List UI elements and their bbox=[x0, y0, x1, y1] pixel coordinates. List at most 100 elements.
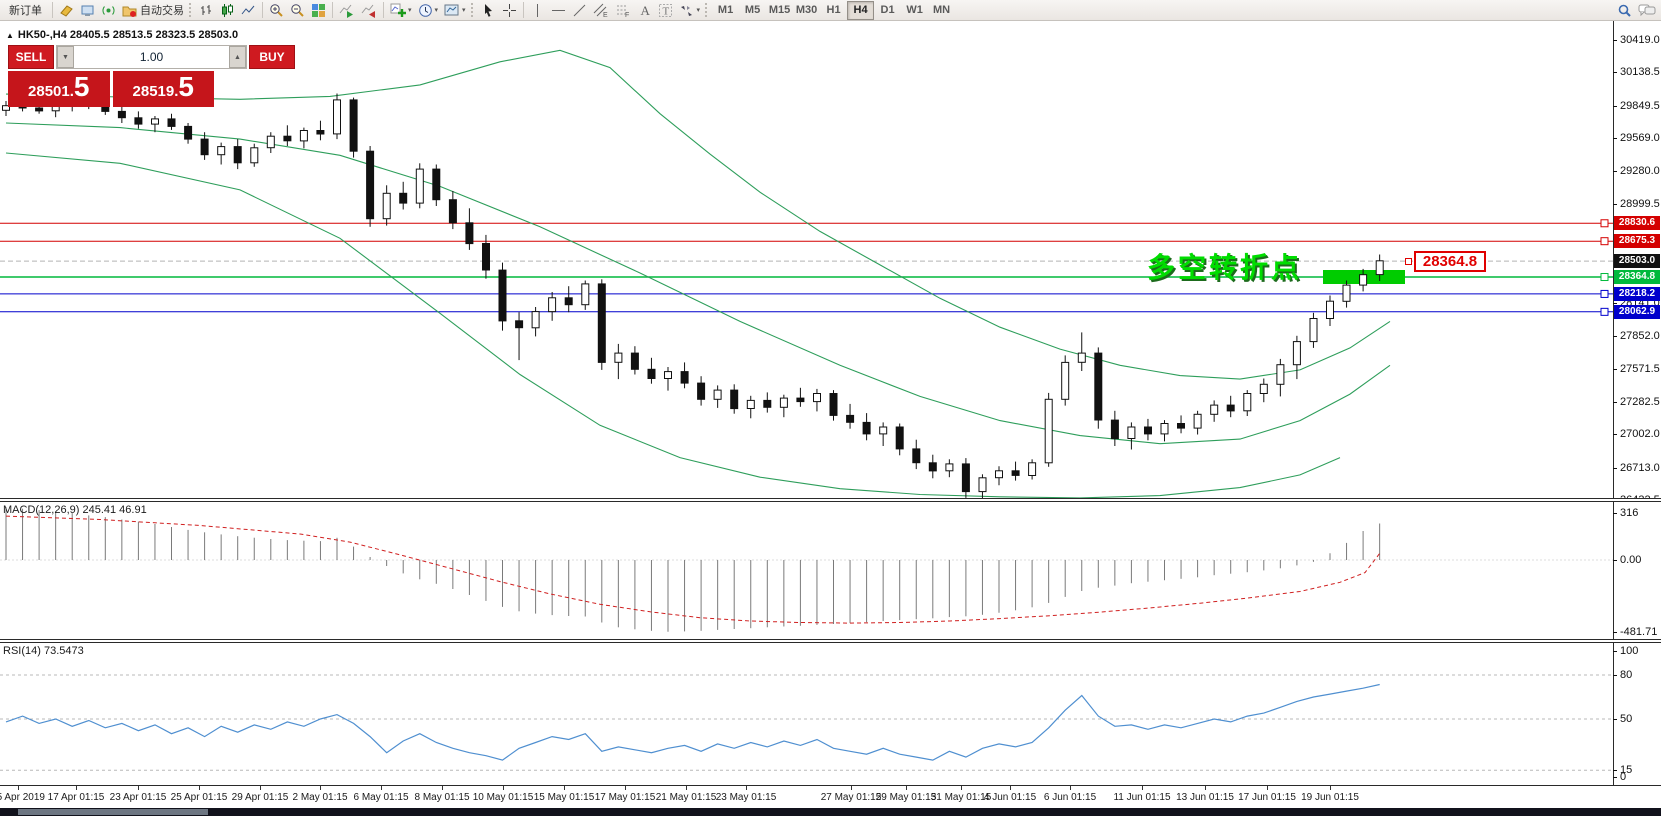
axis-tick bbox=[1613, 138, 1617, 139]
time-tick bbox=[851, 786, 852, 790]
time-tick bbox=[18, 786, 19, 790]
svg-text:E: E bbox=[603, 12, 608, 18]
pane-divider[interactable] bbox=[0, 498, 1661, 502]
sell-button[interactable]: SELL bbox=[8, 45, 54, 69]
indicators-button[interactable]: ▾ bbox=[387, 1, 415, 20]
macd-pane[interactable]: MACD(12,26,9) 245.41 46.91 316 0.00 -481.7… bbox=[0, 502, 1661, 639]
volume-increase-button[interactable]: ▲ bbox=[229, 46, 246, 68]
time-tick bbox=[1010, 786, 1011, 790]
sell-price-button[interactable]: 28501. 5 bbox=[8, 71, 110, 107]
cursor-button[interactable] bbox=[478, 1, 499, 20]
autotrading-button[interactable]: 自动交易 bbox=[119, 1, 187, 20]
timeframe-m15-button[interactable]: M15 bbox=[766, 1, 793, 20]
time-tick-label: 10 May 01:15 bbox=[472, 792, 534, 803]
axis-tick bbox=[1613, 40, 1617, 41]
toolbar: 新订单 自动交易 ▾ ▾ ▾ E F A T ▾ M1 M5 M15 M30 H… bbox=[0, 0, 1661, 21]
line-chart-button[interactable] bbox=[238, 1, 259, 20]
equidistant-channel-button[interactable]: E bbox=[590, 1, 612, 20]
axis-tick bbox=[1613, 513, 1617, 514]
buy-price-button[interactable]: 28519. 5 bbox=[112, 71, 214, 107]
axis-tick bbox=[1613, 106, 1617, 107]
horizontal-line-button[interactable] bbox=[548, 1, 569, 20]
price-tick-label: 28999.5 bbox=[1620, 198, 1660, 210]
timeframe-m30-button[interactable]: M30 bbox=[793, 1, 820, 20]
buy-price-big-digit: 5 bbox=[178, 71, 194, 102]
main-chart-pane[interactable]: 多空转折点 多空转折点 30419.0 30138.5 29849.5 29569.0 2… bbox=[0, 21, 1661, 506]
new-order-button[interactable]: 新订单 bbox=[2, 1, 49, 20]
time-tick bbox=[961, 786, 962, 790]
timeframe-h1-button[interactable]: H1 bbox=[820, 1, 847, 20]
volume-decrease-button[interactable]: ▼ bbox=[57, 46, 74, 68]
time-tick-label: 15 May 01:15 bbox=[533, 792, 595, 803]
rsi-tick-label: 80 bbox=[1620, 669, 1633, 681]
rsi-pane[interactable]: RSI(14) 73.5473 100 80 50 15 0 bbox=[0, 643, 1661, 785]
templates-button[interactable]: ▾ bbox=[441, 1, 469, 20]
macd-tick-label: -481.71 bbox=[1620, 626, 1658, 638]
crosshair-button[interactable] bbox=[499, 1, 520, 20]
volume-stepper: ▼ ▲ bbox=[56, 45, 247, 69]
axis-tick bbox=[1613, 719, 1617, 720]
chat-button[interactable] bbox=[1635, 1, 1659, 20]
data-folder-icon[interactable] bbox=[56, 1, 77, 20]
bar-chart-button[interactable] bbox=[196, 1, 217, 20]
text-button[interactable]: A bbox=[634, 1, 655, 20]
time-tick bbox=[686, 786, 687, 790]
axis-tick bbox=[1613, 651, 1617, 652]
timeframe-mn-button[interactable]: MN bbox=[928, 1, 955, 20]
time-tick-label: 6 Jun 01:15 bbox=[1043, 792, 1097, 803]
text-label-button[interactable]: T bbox=[655, 1, 676, 20]
volume-input[interactable] bbox=[74, 46, 229, 68]
vertical-line-button[interactable] bbox=[527, 1, 548, 20]
timeframe-m5-button[interactable]: M5 bbox=[739, 1, 766, 20]
zoom-out-button[interactable] bbox=[287, 1, 308, 20]
periods-button[interactable]: ▾ bbox=[415, 1, 442, 20]
rsi-tick-label: 0 bbox=[1620, 771, 1627, 783]
timeframe-m1-button[interactable]: M1 bbox=[712, 1, 739, 20]
fibonacci-button[interactable]: F bbox=[612, 1, 634, 20]
pane-divider[interactable] bbox=[0, 639, 1661, 643]
macd-label: MACD(12,26,9) 245.41 46.91 bbox=[3, 504, 147, 516]
price-tag: 28062.9 bbox=[1614, 305, 1660, 319]
price-tag: 28503.0 bbox=[1614, 254, 1660, 268]
annotation-price-label[interactable]: 28364.8 bbox=[1414, 251, 1486, 272]
svg-text:F: F bbox=[625, 12, 629, 18]
time-tick-label: 17 Jun 01:15 bbox=[1238, 792, 1296, 803]
time-tick bbox=[76, 786, 77, 790]
time-tick bbox=[625, 786, 626, 790]
search-button[interactable] bbox=[1614, 1, 1635, 20]
annotation-anchor-handle[interactable] bbox=[1405, 258, 1412, 265]
time-tick-label: 23 Apr 01:15 bbox=[109, 792, 167, 803]
toolbar-separator bbox=[383, 2, 384, 18]
time-tick-label: 13 Jun 01:15 bbox=[1176, 792, 1234, 803]
time-tick bbox=[260, 786, 261, 790]
zoom-in-button[interactable] bbox=[266, 1, 287, 20]
timeframe-h4-button[interactable]: H4 bbox=[847, 0, 875, 20]
timeframe-d1-button[interactable]: D1 bbox=[874, 1, 901, 20]
signals-icon[interactable] bbox=[98, 1, 119, 20]
rsi-axis-border bbox=[1613, 643, 1614, 785]
collapse-panel-icon[interactable]: ▲ bbox=[6, 30, 14, 40]
macd-tick-label: 316 bbox=[1620, 507, 1639, 519]
trendline-button[interactable] bbox=[569, 1, 590, 20]
terminal-icon[interactable] bbox=[77, 1, 98, 20]
chart-shift-button[interactable] bbox=[358, 1, 380, 20]
price-tick-label: 30419.0 bbox=[1620, 34, 1660, 46]
axis-tick bbox=[1613, 632, 1617, 633]
axis-tick bbox=[1613, 434, 1617, 435]
tile-windows-button[interactable] bbox=[308, 1, 329, 20]
time-tick-label: 29 May 01:15 bbox=[875, 792, 937, 803]
one-click-trading-panel: SELL ▼ ▲ BUY 28501. 5 28519. 5 bbox=[8, 45, 295, 107]
time-tick-label: 19 Jun 01:15 bbox=[1301, 792, 1359, 803]
scrollbar-thumb[interactable] bbox=[18, 809, 208, 815]
auto-scroll-button[interactable] bbox=[336, 1, 358, 20]
timeframe-w1-button[interactable]: W1 bbox=[901, 1, 928, 20]
time-tick bbox=[381, 786, 382, 790]
arrows-button[interactable]: ▾ bbox=[676, 1, 704, 20]
axis-tick bbox=[1613, 204, 1617, 205]
buy-button[interactable]: BUY bbox=[249, 45, 295, 69]
price-tick-label: 29569.0 bbox=[1620, 132, 1660, 144]
periods-caret-icon: ▾ bbox=[434, 7, 439, 14]
candlestick-chart-button[interactable] bbox=[217, 1, 238, 20]
